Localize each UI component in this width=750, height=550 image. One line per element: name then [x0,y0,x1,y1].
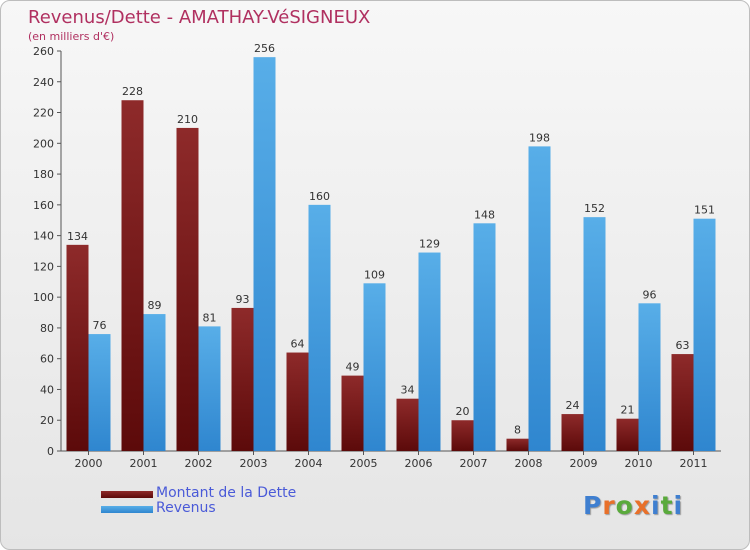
data-label-revenue: 148 [474,208,495,221]
logo-letter: t [660,491,674,520]
x-tick-label: 2002 [185,457,213,470]
data-label-revenue: 256 [254,42,275,55]
data-label-revenue: 76 [93,319,107,332]
y-tick-label: 180 [33,168,54,181]
data-label-revenue: 151 [694,204,715,217]
bar-debt [176,127,199,451]
x-tick-label: 2008 [515,457,543,470]
bar-debt [616,418,639,451]
data-label-revenue: 198 [529,131,550,144]
bar-revenue [363,283,386,451]
y-tick-label: 120 [33,260,54,273]
bar-revenue [198,326,221,451]
y-tick-label: 240 [33,76,54,89]
data-label-debt: 20 [456,405,470,418]
data-label-debt: 228 [122,85,143,98]
logo-letter: i [673,491,684,520]
data-label-revenue: 96 [643,288,657,301]
data-label-debt: 134 [67,230,88,243]
logo-letter: i [651,491,661,520]
logo-letter: o [615,491,634,520]
legend-swatch-revenue [101,506,153,513]
logo-letter: r [602,491,616,520]
data-label-revenue: 109 [364,268,385,281]
x-tick-label: 2006 [405,457,433,470]
x-tick-label: 2005 [350,457,378,470]
bar-revenue [143,314,166,451]
logo-letter: x [633,491,651,520]
x-tick-label: 2010 [625,457,653,470]
x-tick-label: 2007 [460,457,488,470]
bar-revenue [583,217,606,451]
logo-letter: P [583,491,603,520]
bar-debt [396,398,419,451]
bar-debt [341,375,364,451]
data-label-debt: 8 [514,424,521,437]
bar-debt [286,352,309,451]
bar-revenue [418,252,441,451]
data-label-revenue: 152 [584,202,605,215]
bar-revenue [693,218,716,451]
bar-debt [66,244,89,451]
y-tick-label: 40 [40,383,54,396]
x-tick-label: 2004 [295,457,323,470]
data-label-debt: 34 [401,384,415,397]
bar-debt [231,307,254,451]
x-tick-label: 2011 [680,457,708,470]
legend-label-debt: Montant de la Dette [156,485,297,501]
y-tick-label: 160 [33,199,54,212]
data-label-debt: 49 [346,361,360,374]
bar-debt [561,414,584,451]
y-tick-label: 200 [33,137,54,150]
bar-revenue [528,146,551,451]
y-tick-label: 0 [47,445,54,458]
data-label-debt: 63 [676,339,690,352]
data-label-revenue: 81 [203,311,217,324]
chart-subtitle: (en milliers d'€) [28,30,115,43]
data-label-debt: 21 [621,404,635,417]
data-label-debt: 93 [236,293,250,306]
bar-revenue [88,334,111,451]
y-tick-label: 100 [33,291,54,304]
y-tick-label: 140 [33,230,54,243]
bar-revenue [638,303,661,451]
y-tick-label: 60 [40,353,54,366]
x-tick-label: 2009 [570,457,598,470]
bar-debt [121,100,144,451]
data-label-revenue: 160 [309,190,330,203]
legend-label-revenue: Revenus [156,500,216,516]
y-tick-label: 80 [40,322,54,335]
proxiti-logo: Proxiti [583,491,683,520]
bar-revenue [308,204,331,451]
bar-debt [451,420,474,451]
data-label-debt: 210 [177,113,198,126]
bar-revenue [473,223,496,451]
x-tick-label: 2000 [75,457,103,470]
x-tick-label: 2001 [130,457,158,470]
bar-debt [671,354,694,451]
y-tick-label: 260 [33,45,54,58]
data-label-debt: 64 [291,338,305,351]
bar-revenue [253,57,276,452]
x-tick-label: 2003 [240,457,268,470]
chart-title: Revenus/Dette - AMATHAY-VéSIGNEUX [28,7,371,28]
data-label-debt: 24 [566,399,580,412]
legend-swatch-debt [101,491,153,498]
data-label-revenue: 129 [419,238,440,251]
data-label-revenue: 89 [148,299,162,312]
y-tick-label: 220 [33,107,54,120]
bar-debt [506,438,529,451]
y-tick-label: 20 [40,414,54,427]
